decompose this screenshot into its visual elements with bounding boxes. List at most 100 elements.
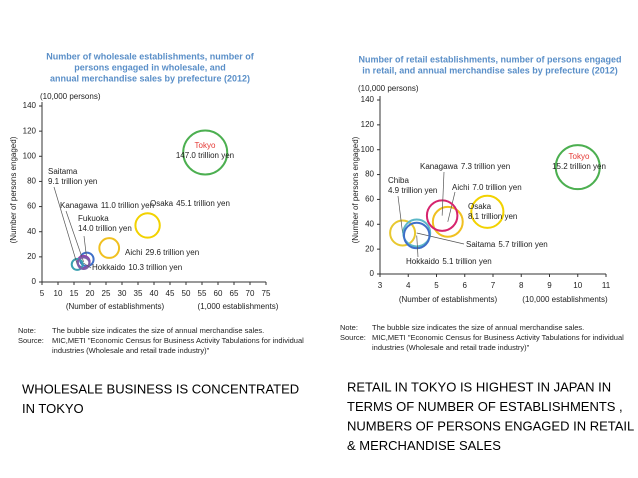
x-tick-label: 10 — [573, 281, 582, 290]
caption: WHOLESALE BUSINESS IS CONCENTRATED — [22, 381, 299, 396]
bubble-value-label: 5.1 trillion yen — [442, 257, 491, 266]
x-tick-label: 70 — [246, 289, 255, 298]
bubble — [389, 219, 417, 247]
y-tick-label: 100 — [361, 145, 375, 154]
chart-title: Number of wholesale establishments, numb… — [46, 51, 255, 61]
x-tick-label: 75 — [262, 289, 271, 298]
bubble-name: Fukuoka — [78, 214, 109, 223]
y-tick-label: 40 — [27, 227, 36, 236]
x-tick-label: 4 — [406, 281, 411, 290]
x-tick-label: 55 — [198, 289, 207, 298]
bubble-label: Osaka 45.1 trillion yen — [150, 199, 230, 208]
bubble — [134, 212, 161, 239]
x-tick-label: 5 — [40, 289, 45, 298]
x-tick-label: 35 — [134, 289, 143, 298]
y-tick-label: 120 — [361, 120, 375, 129]
bubble — [554, 144, 601, 191]
bubble — [402, 221, 431, 250]
y-unit: (10,000 persons) — [40, 92, 101, 101]
caption: IN TOKYO — [22, 401, 84, 416]
bubble — [182, 129, 229, 176]
chart: Number of wholesale establishments, numb… — [9, 51, 304, 355]
x-tick-label: 7 — [491, 281, 496, 290]
x-tick-label: 5 — [434, 281, 439, 290]
bubble-value-label: 29.6 trillion yen — [145, 248, 199, 257]
x-tick-label: 15 — [70, 289, 79, 298]
caption: & MERCHANDISE SALES — [347, 438, 501, 453]
leader-line — [83, 262, 92, 269]
x-tick-label: 9 — [547, 281, 552, 290]
leader-line — [397, 195, 403, 234]
bubble — [76, 256, 91, 270]
bubble-value-label: 45.1 trillion yen — [176, 199, 230, 208]
bubble-name: Saitama — [48, 167, 78, 176]
y-tick-label: 60 — [365, 195, 374, 204]
bubble-value-label: 10.3 trillion yen — [128, 263, 182, 272]
bubble-name: Osaka — [150, 199, 174, 208]
bubble-value-label: 5.7 trillion yen — [498, 240, 547, 249]
leader-line — [65, 210, 84, 263]
x-tick-label: 60 — [214, 289, 223, 298]
bubble-name: Saitama — [466, 240, 496, 249]
bubble-value-label: 8.1 trillion yen — [468, 212, 517, 221]
bubble-label: Kanagawa 7.3 trillion yen — [420, 162, 510, 171]
bubble-name: Osaka — [468, 202, 492, 211]
x-unit: (10,000 establishments) — [522, 295, 608, 304]
note: The bubble size indicates the size of an… — [52, 326, 264, 335]
source: industries (Wholesale and retail trade i… — [52, 346, 210, 355]
x-unit: (1,000 establishments) — [198, 302, 279, 311]
y-axis-label: (Number of persons engaged) — [9, 136, 18, 243]
bubble — [431, 205, 464, 238]
note-label: Note: — [18, 326, 36, 335]
source-label: Source: — [340, 333, 366, 342]
source: MIC,METI "Economic Census for Business A… — [52, 336, 304, 345]
y-tick-label: 80 — [27, 177, 36, 186]
bubble-label: Saitama 5.7 trillion yen — [466, 240, 548, 249]
bubble-name: Aichi — [452, 183, 470, 192]
x-tick-label: 40 — [150, 289, 159, 298]
bubble-name: Tokyo — [195, 141, 216, 150]
caption: NUMBERS OF PERSONS ENGAGED IN RETAIL — [347, 418, 634, 433]
note-label: Note: — [340, 323, 358, 332]
x-tick-label: 10 — [54, 289, 63, 298]
bubble-name: Chiba — [388, 176, 409, 185]
bubble-value-label: 7.0 trillion yen — [472, 183, 521, 192]
x-tick-label: 65 — [230, 289, 239, 298]
source: MIC,METI "Economic Census for Business A… — [372, 333, 624, 342]
leader-line — [416, 235, 419, 258]
x-axis-label: (Number of establishments) — [66, 302, 165, 311]
x-tick-label: 45 — [166, 289, 175, 298]
y-tick-label: 20 — [365, 244, 374, 253]
bubble — [98, 237, 121, 259]
bubble-value-label: 7.3 trillion yen — [461, 162, 510, 171]
note: The bubble size indicates the size of an… — [372, 323, 584, 332]
y-unit: (10,000 persons) — [358, 84, 419, 93]
bubble-name: Hokkaido — [92, 263, 126, 272]
bubble — [70, 257, 84, 271]
x-tick-label: 20 — [86, 289, 95, 298]
chart-title: in retail, and annual merchandise sales … — [362, 65, 618, 75]
bubble-label: Aichi 7.0 trillion yen — [452, 183, 522, 192]
x-tick-label: 8 — [519, 281, 524, 290]
y-tick-label: 120 — [23, 126, 37, 135]
leader-line — [441, 171, 445, 216]
y-tick-label: 80 — [365, 170, 374, 179]
bubble-value-label: 15.2 trillion yen — [552, 162, 606, 171]
bubble-label: Kanagawa 11.0 trillion yen — [60, 201, 154, 210]
leader-line — [447, 191, 456, 222]
bubble-value-label: 147.0 trillion yen — [176, 151, 234, 160]
caption: RETAIL IN TOKYO IS HIGHEST IN JAPAN IN — [347, 379, 611, 394]
bubble-name: Kanagawa — [60, 201, 98, 210]
chart-title: annual merchandise sales by prefecture (… — [50, 73, 250, 83]
x-tick-label: 50 — [182, 289, 191, 298]
bubble-label: Aichi 29.6 trillion yen — [125, 248, 199, 257]
x-tick-label: 11 — [602, 281, 611, 290]
bubble-value-label: 4.9 trillion yen — [388, 186, 437, 195]
leader-line — [416, 232, 465, 245]
bubble-label: Hokkaido 10.3 trillion yen — [92, 263, 182, 272]
y-tick-label: 0 — [370, 269, 375, 278]
bubble — [425, 199, 459, 232]
chart-title: Number of retail establishments, number … — [358, 54, 621, 64]
x-tick-label: 25 — [102, 289, 111, 298]
bubble-name: Kanagawa — [420, 162, 458, 171]
